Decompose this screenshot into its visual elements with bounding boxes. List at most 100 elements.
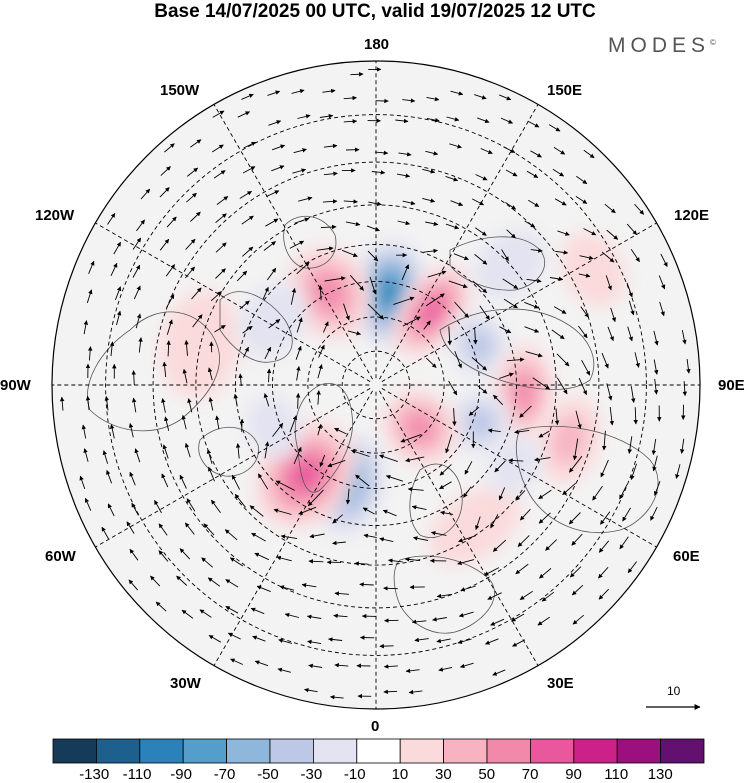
wind-vector [439,481,452,490]
wind-vector [600,459,609,478]
wind-vector [256,585,271,593]
wind-vector [158,523,168,536]
wind-vector [159,187,170,198]
wind-vector [210,291,222,302]
wind-vector [412,536,429,541]
wind-vector [296,366,301,381]
wind-vector [463,486,472,498]
wind-vector [581,359,591,376]
wind-vector [350,449,370,457]
wind-vector [155,601,167,612]
wind-vector [652,455,658,472]
wind-vector [422,197,436,203]
wind-vector [571,584,584,596]
wind-vector [308,663,323,669]
wind-vector [322,321,329,333]
wind-vector [506,357,525,362]
wind-vector [251,532,266,542]
wind-vector [606,383,613,401]
colorbar [52,738,705,764]
colorbar-swatch [96,738,141,764]
wind-vector [294,217,310,224]
wind-vector [191,287,202,300]
wind-vector [503,298,518,309]
anomaly-level [290,458,321,492]
wind-vector [571,533,583,546]
wind-vector [284,612,300,618]
wind-vector [184,522,195,535]
wind-vector [87,346,93,361]
wind-vector [487,592,502,600]
wind-vector [477,385,488,394]
wind-vector [266,190,280,198]
wind-vector [289,415,297,433]
wind-vector [628,300,635,316]
wind-vector [239,300,250,310]
wind-vector [445,175,459,182]
wind-vector [293,446,302,465]
wind-vector [576,175,588,185]
colorbar-tick-label: -70 [213,766,236,783]
wind-vector [499,94,512,101]
wind-vector [626,282,633,298]
anomaly-high-100w [159,290,242,399]
wind-vector [334,591,349,596]
wind-vector [319,113,334,119]
meridian-line [381,388,662,551]
wind-vector [562,482,576,496]
wind-vector [468,406,480,416]
wind-vector [457,559,475,566]
latitude-circle [341,350,411,420]
lon-label-120w: 120W [35,207,75,224]
wind-vector [131,397,137,413]
wind-vector [537,616,550,626]
wind-vector [526,170,539,178]
wind-vector [213,170,226,179]
lon-label-0: 0 [371,718,380,735]
wind-vector [475,174,488,181]
wind-vector [133,285,141,300]
colorbar-swatch [486,738,531,764]
wind-vector [140,188,151,200]
latitude-circle [105,114,647,656]
wind-vector [215,213,227,223]
wind-vector [239,190,252,199]
wind-vector [128,423,134,438]
canadian-arctic-coast [219,291,293,363]
colorbar-tick-label: 90 [565,766,582,783]
wind-vector [254,660,269,667]
wind-vector [266,368,272,383]
wind-vector [241,93,254,100]
wind-vector [600,511,611,525]
wind-vector [630,463,637,481]
wind-vector [350,71,364,77]
wind-vector [493,394,504,406]
wind-vector [479,305,490,321]
wind-vector [345,221,361,227]
map-border [51,60,701,710]
wind-vector [83,320,89,335]
wind-vector [425,357,437,368]
wind-vector [653,359,659,375]
wind-vector [453,253,469,261]
wind-vector [211,144,224,153]
wind-vector [318,344,325,358]
wind-vector [427,270,447,278]
wind-vector [214,325,226,333]
wind-vector [397,220,411,226]
wind-vector [411,505,427,511]
wind-vector [503,146,516,153]
wind-vector [185,238,196,250]
wind-vector [426,117,440,123]
wind-vector [528,199,540,207]
wind-vector [341,249,358,257]
wind-vector [207,367,213,381]
wind-vector [445,223,460,230]
wind-vector [436,638,451,644]
wind-vector [216,196,229,205]
wind-vector [88,260,95,274]
wind-vector [114,286,122,301]
wind-vector [458,535,477,543]
wind-vector [499,326,512,334]
wind-vector [257,473,269,490]
